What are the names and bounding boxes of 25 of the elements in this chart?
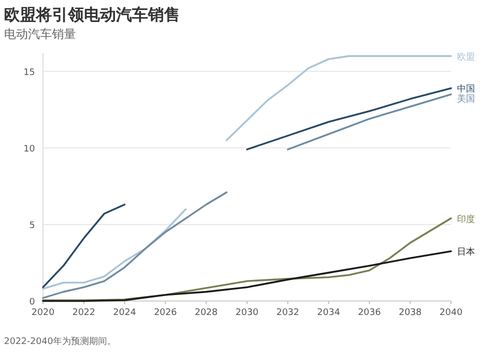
series-label: 日本 <box>457 246 475 258</box>
line-series <box>42 217 452 302</box>
x-tick-label: 2026 <box>154 308 178 318</box>
chart-title: 欧盟将引领电动汽车销售 <box>4 5 180 24</box>
x-tick-label: 2030 <box>236 308 259 318</box>
line-series <box>42 250 452 302</box>
series-label: 欧盟 <box>457 52 475 63</box>
text: 2022-2040年为预测期间。 <box>4 336 116 347</box>
x-tick-label: 2024 <box>113 308 136 318</box>
y-tick-label: 5 <box>29 220 35 231</box>
series-label: 中国 <box>457 84 475 95</box>
x-tick-label: 2038 <box>398 308 422 318</box>
y-tick-label: 15 <box>24 68 35 78</box>
series-label: 美国 <box>457 94 475 105</box>
y-tick-label: 0 <box>29 298 36 308</box>
chart-subtitle: 电动汽车销量 <box>4 27 76 41</box>
x-tick-label: 2022 <box>72 308 96 318</box>
series-label: 印度 <box>457 214 475 225</box>
x-tick-label: 2036 <box>358 308 382 318</box>
x-tick-label: 2028 <box>194 308 218 318</box>
x-tick-label: 2020 <box>32 308 55 318</box>
y-tick-label: 10 <box>24 144 36 154</box>
x-tick-label: 2040 <box>440 308 463 318</box>
x-tick-label: 2032 <box>276 308 300 318</box>
x-tick-label: 2034 <box>317 308 340 318</box>
